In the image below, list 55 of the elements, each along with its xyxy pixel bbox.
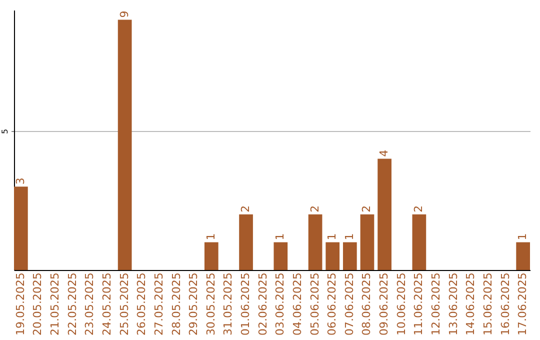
data-label: 3 — [14, 178, 27, 185]
bar — [274, 242, 288, 270]
x-tick-label: 21.05.2025 — [48, 272, 62, 336]
bar — [360, 214, 374, 270]
data-label: 9 — [118, 10, 131, 18]
x-tick-label: 06.06.2025 — [326, 272, 339, 336]
x-tick-label: 28.05.2025 — [170, 272, 183, 336]
x-tick-label: 07.06.2025 — [342, 272, 356, 336]
bar — [342, 242, 357, 270]
x-tick-label: 25.05.2025 — [118, 272, 131, 336]
bar — [378, 158, 392, 270]
x-tick-label: 15.06.2025 — [481, 272, 494, 336]
x-tick-label: 23.05.2025 — [83, 272, 96, 336]
y-tick-label: 5 — [0, 128, 10, 134]
bar — [204, 242, 218, 270]
data-label: 1 — [326, 233, 339, 240]
x-tick-label: 24.05.2025 — [100, 272, 114, 336]
x-tick-label: 13.06.2025 — [446, 272, 460, 336]
bar — [308, 214, 322, 270]
data-label: 2 — [239, 205, 252, 212]
bar — [118, 20, 132, 270]
bar — [14, 186, 28, 270]
data-label: 2 — [412, 205, 426, 212]
data-label: 1 — [274, 233, 287, 240]
bar — [326, 242, 340, 270]
x-tick-label: 01.06.2025 — [239, 272, 252, 336]
x-tick-label: 12.06.2025 — [429, 272, 442, 336]
data-label: 4 — [378, 150, 391, 157]
x-tick-label: 22.05.2025 — [66, 272, 79, 336]
x-tick-label: 09.06.2025 — [378, 272, 391, 336]
x-tick-label: 30.05.2025 — [204, 272, 218, 336]
x-tick-label: 08.06.2025 — [360, 272, 374, 336]
x-tick-label: 31.05.2025 — [222, 272, 235, 336]
data-label: 1 — [516, 233, 530, 240]
data-label: 1 — [342, 233, 356, 240]
x-tick-label: 19.05.2025 — [14, 272, 27, 336]
data-label: 1 — [204, 233, 218, 240]
x-tick-label: 29.05.2025 — [187, 272, 200, 336]
x-tick-label: 02.06.2025 — [256, 272, 270, 336]
x-tick-label: 04.06.2025 — [290, 272, 304, 336]
data-label: 2 — [360, 205, 374, 212]
x-tick-label: 10.06.2025 — [394, 272, 408, 336]
x-tick-label: 26.05.2025 — [135, 272, 148, 336]
x-tick-label: 05.06.2025 — [308, 272, 322, 336]
data-label: 2 — [308, 205, 322, 212]
x-tick-label: 03.06.2025 — [274, 272, 287, 336]
x-tick-label: 16.06.2025 — [498, 272, 512, 336]
bar — [239, 214, 253, 270]
x-tick-label: 14.06.2025 — [464, 272, 478, 336]
bar — [412, 214, 426, 270]
x-tick-label: 17.06.2025 — [516, 272, 530, 336]
x-tick-label: 20.05.2025 — [31, 272, 44, 336]
x-tick-label: 27.05.2025 — [152, 272, 166, 336]
x-tick-label: 11.06.2025 — [412, 272, 426, 336]
bar — [516, 242, 530, 270]
